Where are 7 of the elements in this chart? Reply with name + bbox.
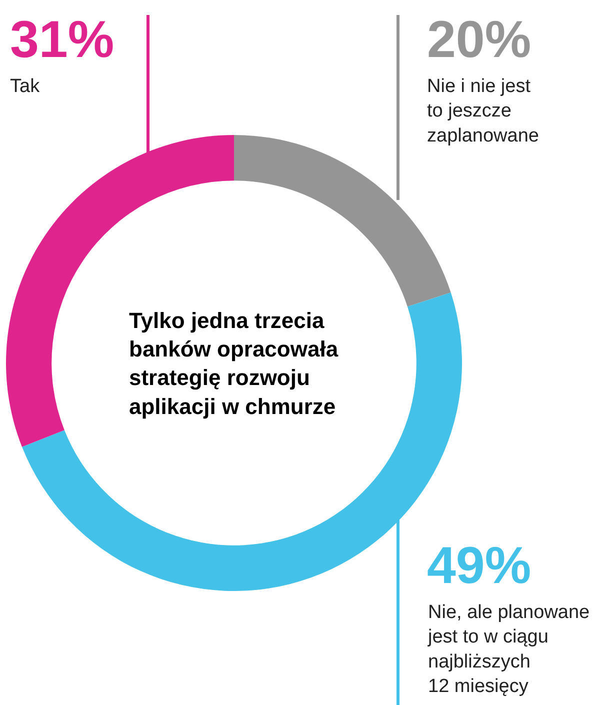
- slice-label: Nie, ale planowane jest to w ciągu najbliższych 12 miesięcy: [427, 602, 590, 698]
- slice-label: Tak: [10, 76, 40, 97]
- text: Tylko jedna trzecia banków opracowała strategię rozwoju aplikacji w chmurze: [129, 308, 339, 419]
- data-label: 49%: [427, 537, 532, 595]
- slice-label: Nie i nie jest to jeszcze zaplanowane: [427, 76, 539, 146]
- data-label: 20%: [427, 11, 532, 69]
- data-label: 31%: [10, 11, 114, 69]
